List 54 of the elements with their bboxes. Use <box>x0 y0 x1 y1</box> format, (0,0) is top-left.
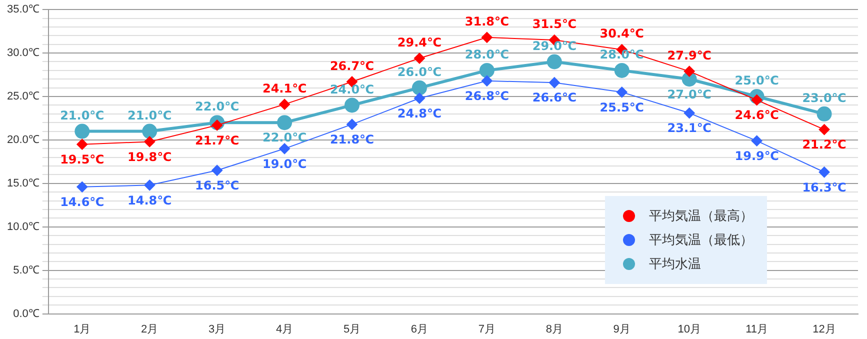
data-label: 30.4℃ <box>600 26 644 41</box>
x-tick-label: 11月 <box>746 323 768 336</box>
data-label: 19.0℃ <box>262 156 307 171</box>
data-label: 24.0℃ <box>330 82 374 96</box>
x-tick-label: 12月 <box>812 323 836 336</box>
data-label: 26.6℃ <box>532 90 576 105</box>
x-tick-label: 10月 <box>678 323 701 336</box>
x-tick-label: 4月 <box>276 323 294 336</box>
y-tick-label: 35.0℃ <box>6 4 40 16</box>
data-label: 16.3℃ <box>802 180 846 194</box>
data-label: 29.4℃ <box>397 35 442 50</box>
data-label: 25.5℃ <box>600 100 644 114</box>
data-label: 14.8℃ <box>128 193 172 208</box>
data-label: 26.0℃ <box>397 64 442 79</box>
data-label: 19.5℃ <box>60 152 104 166</box>
data-label: 25.0℃ <box>734 74 779 88</box>
data-label: 14.6℃ <box>60 195 104 210</box>
y-tick-label: 30.0℃ <box>6 47 40 60</box>
data-label: 31.5℃ <box>532 17 576 32</box>
data-label: 27.9℃ <box>667 48 712 62</box>
data-label: 29.0℃ <box>532 38 576 53</box>
data-label: 21.0℃ <box>60 108 104 122</box>
data-label: 26.8℃ <box>464 88 510 103</box>
legend-label: 平均気温（最低） <box>649 232 753 249</box>
x-tick-label: 8月 <box>546 323 563 336</box>
y-tick-label: 0.0℃ <box>13 308 40 320</box>
data-label: 31.8℃ <box>464 14 510 29</box>
legend-label: 平均気温（最高） <box>649 208 753 225</box>
data-label: 22.0℃ <box>195 100 240 114</box>
data-label: 24.8℃ <box>397 106 442 120</box>
x-tick-label: 9月 <box>613 323 630 336</box>
y-tick-label: 15.0℃ <box>6 177 40 190</box>
data-label: 16.5℃ <box>195 178 240 193</box>
x-tick-label: 3月 <box>208 323 226 336</box>
data-label: 19.9℃ <box>734 148 779 163</box>
legend-label: 平均水温 <box>649 256 701 273</box>
data-label: 26.7℃ <box>330 58 374 73</box>
y-tick-label: 10.0℃ <box>6 220 40 233</box>
x-tick-label: 6月 <box>410 323 428 336</box>
data-label: 24.6℃ <box>734 108 779 122</box>
data-label: 21.8℃ <box>330 132 374 146</box>
data-label: 21.2℃ <box>802 138 846 152</box>
x-tick-label: 2月 <box>141 323 158 336</box>
y-tick-label: 20.0℃ <box>6 134 40 146</box>
x-tick-label: 7月 <box>478 323 496 336</box>
y-tick-label: 25.0℃ <box>6 90 40 103</box>
y-tick-label: 5.0℃ <box>13 264 40 276</box>
x-tick-label: 1月 <box>74 323 91 336</box>
data-label: 19.8℃ <box>128 150 172 164</box>
data-label: 21.0℃ <box>128 108 172 122</box>
data-label: 24.1℃ <box>262 81 307 96</box>
data-label: 23.1℃ <box>667 121 712 136</box>
data-label: 21.7℃ <box>195 133 240 148</box>
x-tick-label: 5月 <box>343 323 361 336</box>
